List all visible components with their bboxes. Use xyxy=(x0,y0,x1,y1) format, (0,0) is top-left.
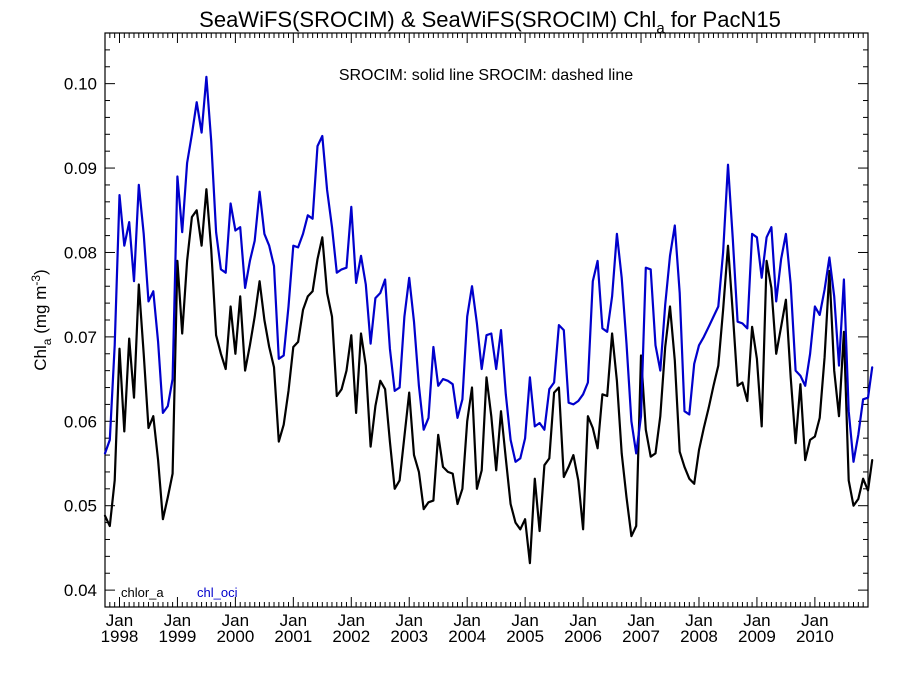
line-style-annotation: SROCIM: solid line SROCIM: dashed line xyxy=(339,67,633,84)
chart-title: SeaWiFS(SROCIM) & SeaWiFS(SROCIM) Chla f… xyxy=(199,7,781,37)
series-layer xyxy=(103,75,874,565)
y-axis-ticks: 0.04 0.05 0.06 0.07 0.08 0.09 0.10 xyxy=(64,32,868,608)
x-tick-label-month: Jan xyxy=(453,611,480,630)
x-tick-label-month: Jan xyxy=(685,611,712,630)
x-tick-label-month: Jan xyxy=(801,611,828,630)
x-tick-label-month: Jan xyxy=(222,611,249,630)
y-tick-label: 0.06 xyxy=(64,412,97,431)
x-axis-ticks: Jan1998Jan1999Jan2000Jan2001Jan2002Jan20… xyxy=(101,33,869,646)
x-tick-label-year: 2007 xyxy=(622,627,660,646)
y-tick-label: 0.07 xyxy=(64,328,97,347)
x-tick-label-year: 2006 xyxy=(564,627,602,646)
x-tick-label-month: Jan xyxy=(338,611,365,630)
legend-label-chl-oci: chl_oci xyxy=(197,585,238,600)
x-tick-label-year: 2002 xyxy=(332,627,370,646)
x-tick-label-year: 2009 xyxy=(738,627,776,646)
y-tick-label: 0.09 xyxy=(64,159,97,178)
x-tick-label-month: Jan xyxy=(164,611,191,630)
x-tick-label-year: 2008 xyxy=(680,627,718,646)
x-tick-label-month: Jan xyxy=(743,611,770,630)
legend: chlor_a chl_oci xyxy=(121,585,238,600)
y-tick-label: 0.10 xyxy=(64,75,97,94)
x-tick-label-year: 1998 xyxy=(101,627,139,646)
y-tick-label: 0.05 xyxy=(64,497,97,516)
x-tick-label-month: Jan xyxy=(396,611,423,630)
x-tick-label-month: Jan xyxy=(569,611,596,630)
x-tick-label-month: Jan xyxy=(511,611,538,630)
series-line-chl-oci xyxy=(103,75,874,463)
x-tick-label-year: 2003 xyxy=(390,627,428,646)
x-tick-label-year: 2004 xyxy=(448,627,486,646)
x-tick-label-year: 2000 xyxy=(216,627,254,646)
x-tick-label-year: 2005 xyxy=(506,627,544,646)
y-axis-label: Chla (mg m-3) xyxy=(29,269,54,370)
x-tick-label-month: Jan xyxy=(280,611,307,630)
y-tick-label: 0.08 xyxy=(64,243,97,262)
x-tick-label-month: Jan xyxy=(627,611,654,630)
y-tick-label: 0.04 xyxy=(64,581,97,600)
x-tick-label-year: 1999 xyxy=(159,627,197,646)
series-line-chlor-a xyxy=(103,188,874,565)
x-tick-label-month: Jan xyxy=(106,611,133,630)
x-tick-label-year: 2010 xyxy=(796,627,834,646)
legend-label-chlor-a: chlor_a xyxy=(121,585,164,600)
x-tick-label-year: 2001 xyxy=(274,627,312,646)
plot-frame xyxy=(104,32,869,608)
